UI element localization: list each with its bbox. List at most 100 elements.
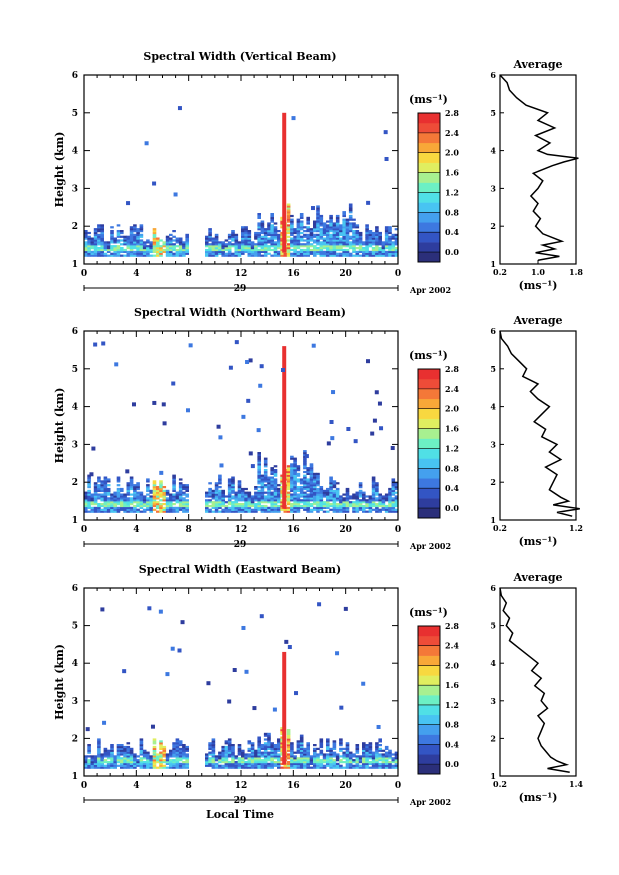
heatmap-cell: [142, 247, 147, 250]
heatmap-cell: [106, 508, 111, 511]
heatmap-cell: [123, 499, 127, 502]
heatmap-cell: [296, 766, 301, 769]
heatmap-cell: [273, 764, 278, 767]
heatmap-cell: [208, 499, 212, 502]
heatmap-cell: [306, 506, 310, 509]
heatmap-cell: [309, 465, 314, 468]
heatmap-cell: [319, 503, 324, 506]
heatmap-cell: [87, 761, 91, 764]
heatmap-cell: [277, 506, 281, 509]
heatmap-cell: [296, 486, 301, 489]
heatmap-cell: [241, 497, 245, 500]
heatmap-cell: [362, 248, 366, 252]
heatmap-cell: [221, 491, 225, 494]
heatmap-cell: [218, 482, 222, 485]
heatmap-cell: [280, 506, 284, 509]
heatmap-cell: [152, 497, 157, 500]
heatmap-cell: [322, 504, 327, 508]
heatmap-cell: [227, 245, 232, 248]
heatmap-cell: [296, 467, 301, 470]
heatmap-cell: [316, 230, 320, 233]
heatmap-cell: [231, 491, 235, 494]
heatmap-cell: [260, 480, 265, 483]
heatmap-cell: [339, 239, 343, 242]
heatmap-cell: [342, 510, 346, 513]
heatmap-cell: [247, 243, 252, 246]
heatmap-cell: [286, 486, 291, 489]
heatmap-cell: [319, 252, 324, 255]
heatmap-cell: [352, 753, 356, 756]
heatmap-cell: [103, 254, 108, 257]
heatmap-cell: [296, 254, 301, 257]
heatmap-cell: [165, 766, 170, 769]
heatmap-cell: [342, 499, 346, 502]
heatmap-cell: [296, 749, 301, 752]
heatmap-cell: [358, 482, 363, 485]
heatmap-cell: [247, 742, 252, 745]
heatmap-cell: [365, 239, 369, 242]
heatmap-cell: [214, 254, 219, 257]
heatmap-cell: [136, 504, 140, 508]
heatmap-cell: [133, 235, 137, 238]
heatmap-cell: [290, 214, 294, 218]
heatmap-cell: [149, 495, 153, 498]
heatmap-cell: [103, 245, 108, 248]
colorbar-swatch: [418, 132, 440, 144]
heatmap-cell: [355, 230, 360, 233]
heatmap-cell: [231, 254, 235, 257]
heatmap-cell: [375, 744, 379, 747]
heatmap-cell: [345, 759, 350, 762]
heatmap-cell: [394, 486, 399, 489]
heatmap-cell: [290, 467, 294, 470]
heatmap-cell: [234, 235, 239, 238]
heatmap-cell: [345, 228, 350, 231]
heatmap-cell: [366, 359, 371, 364]
colorbar-swatch: [418, 192, 440, 203]
heatmap-cell: [378, 744, 382, 747]
heatmap-cell: [126, 742, 131, 745]
heatmap-cell: [345, 749, 350, 752]
heatmap-cell: [388, 239, 392, 242]
heatmap-cell: [286, 755, 291, 758]
heatmap-cell: [110, 245, 114, 248]
heatmap-cell: [352, 222, 356, 225]
heatmap-cell: [97, 252, 101, 255]
heatmap-cell: [257, 503, 261, 506]
average-frame: [499, 330, 577, 521]
heatmap-cell: [93, 252, 98, 255]
heatmap-cell: [97, 239, 101, 242]
heatmap-cell: [110, 248, 114, 252]
heatmap-cell: [296, 220, 301, 223]
heatmap-cell: [358, 237, 363, 240]
heatmap-cell: [100, 489, 104, 492]
heatmap-cell: [322, 237, 327, 240]
heatmap-cell: [257, 243, 261, 246]
heatmap-cell: [214, 755, 219, 758]
heatmap-cell: [345, 231, 350, 235]
heatmap-cell: [342, 230, 346, 233]
heatmap-cell: [211, 744, 216, 747]
heatmap-cell: [110, 757, 114, 760]
heatmap-cell: [178, 755, 183, 758]
heatmap-cell: [270, 218, 274, 221]
heatmap-cell: [234, 510, 239, 513]
heatmap-cell: [316, 506, 320, 509]
heatmap-cell: [169, 501, 173, 504]
colorbar-tick-label: 2.0: [445, 660, 459, 670]
heatmap-cell: [303, 248, 307, 252]
heatmap-cell: [175, 495, 180, 498]
heatmap-cell: [162, 421, 167, 426]
heatmap-cell: [329, 487, 333, 491]
heatmap-cell: [113, 252, 117, 255]
heatmap-cell: [208, 243, 212, 246]
heatmap-cell: [142, 241, 147, 244]
heatmap-cell: [273, 497, 278, 500]
heatmap-cell: [371, 761, 376, 764]
heatmap-cell: [365, 245, 369, 248]
heatmap-cell: [267, 241, 271, 244]
heatmap-cell: [257, 747, 261, 750]
heatmap-cell: [208, 248, 212, 252]
heatmap-cell: [394, 228, 399, 231]
heatmap-cell: [165, 235, 170, 238]
heatmap-cell: [365, 745, 369, 749]
